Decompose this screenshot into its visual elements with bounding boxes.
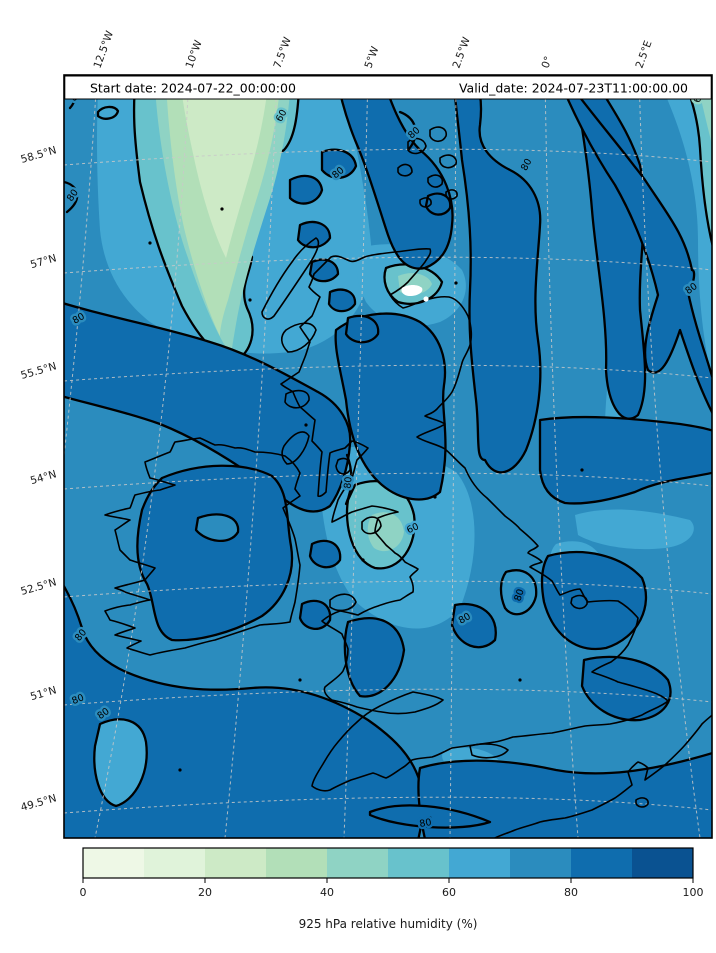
colorbar-swatch (205, 848, 266, 878)
lat-tick-label: 54°N (29, 468, 58, 487)
lat-tick-label: 49.5°N (19, 792, 57, 814)
colorbar-swatch (449, 848, 510, 878)
lat-tick-label: 52.5°N (19, 576, 57, 598)
colorbar-swatch (144, 848, 205, 878)
colorbar-frame (82, 847, 694, 879)
colorbar-swatch (632, 848, 693, 878)
lon-tick-label: 2.5°W (451, 35, 474, 70)
colorbar-swatch (510, 848, 571, 878)
lon-tick-label: 7.5°W (272, 35, 295, 70)
colorbar-swatch (83, 848, 144, 878)
islet-dots (148, 207, 584, 820)
ireland-coast (104, 437, 301, 656)
france-coast (494, 714, 712, 838)
colorbar-swatch (327, 848, 388, 878)
colorbar-tick-labels: 0 20 40 60 80 100 (80, 886, 704, 899)
colorbar-tick: 40 (320, 886, 334, 899)
lat-tick-label: 57°N (29, 252, 58, 271)
coastlines (104, 126, 712, 838)
contour-label: 80 (419, 817, 433, 830)
lon-tick-label: 10°W (184, 38, 205, 70)
colorbar: 0 20 40 60 80 100 925 hPa relative humid… (80, 847, 704, 931)
colorbar-swatch (266, 848, 327, 878)
colorbar-tick: 20 (198, 886, 212, 899)
lon-tick-label: 0° (540, 55, 555, 70)
lon-tick-label: 12.5°W (92, 29, 117, 70)
lon-tick-label: 5°W (363, 44, 382, 70)
colorbar-tick-marks (82, 878, 694, 883)
lon-tick-label: 2.5°E (634, 39, 655, 70)
great-britain-coast (280, 248, 669, 792)
field-dry-holes-80-contour (93, 513, 538, 808)
humidity-field: 60 60 60 80 80 80 80 80 80 80 80 80 80 8… (64, 75, 712, 838)
top-axis-labels: 12.5°W 10°W 7.5°W 5°W 2.5°W 0° 2.5°E (92, 29, 655, 70)
left-axis-labels: 58.5°N 57°N 55.5°N 54°N 52.5°N 51°N 49.5… (19, 144, 57, 814)
colorbar-swatch (388, 848, 449, 878)
colorbar-tick: 80 (564, 886, 578, 899)
colorbar-tick: 60 (442, 886, 456, 899)
colorbar-caption: 925 hPa relative humidity (%) (299, 917, 478, 931)
colorbar-swatch (571, 848, 632, 878)
colorbar-swatches (83, 848, 693, 878)
lat-tick-label: 55.5°N (19, 360, 57, 382)
colorbar-tick: 100 (683, 886, 704, 899)
lat-tick-label: 51°N (29, 684, 58, 703)
valid-date-label: Valid_date: 2024-07-23T11:00:00.00 (459, 81, 688, 96)
map-frame (63, 74, 713, 839)
colorbar-tick: 0 (80, 886, 87, 899)
field-dry-wedge-core (154, 75, 712, 552)
contour-label: 80 (342, 476, 354, 489)
start-date-label: Start date: 2024-07-22_00:00:00 (90, 81, 296, 96)
islands-coast (261, 126, 649, 808)
title-band (64, 75, 712, 100)
white-saturation-patch (401, 285, 429, 302)
lat-tick-label: 58.5°N (19, 144, 57, 166)
